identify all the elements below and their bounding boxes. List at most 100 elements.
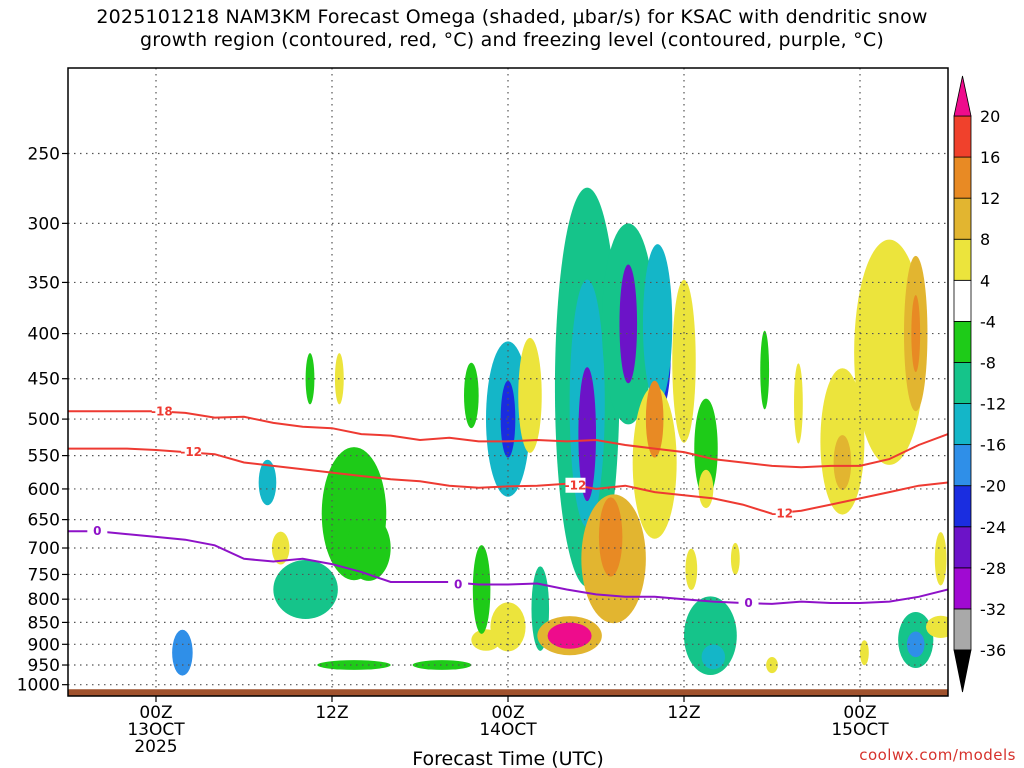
contour-label: -12 bbox=[565, 479, 587, 493]
contour-label: 0 bbox=[93, 524, 101, 538]
omega-cell bbox=[317, 660, 391, 670]
omega-cell bbox=[632, 386, 677, 539]
contour-labels: -18 -12 -12 -12 0 0 0 bbox=[87, 403, 793, 610]
omega-cell bbox=[258, 459, 277, 506]
contour-label: -12 bbox=[180, 445, 202, 459]
x-tick-label: 2025 bbox=[134, 737, 177, 757]
colorbar-label: -16 bbox=[980, 436, 1006, 455]
ground-terrain bbox=[68, 689, 948, 696]
x-tick-label: 12Z bbox=[667, 703, 700, 723]
colorbar-swatch bbox=[953, 526, 972, 569]
omega-cell bbox=[305, 353, 315, 405]
x-tick-label: 14OCT bbox=[479, 720, 537, 740]
omega-cell bbox=[730, 542, 740, 575]
omega-cell bbox=[500, 380, 516, 458]
x-tick-label: 00Z bbox=[843, 703, 876, 723]
y-tick-label: 500 bbox=[28, 410, 60, 430]
y-tick-label: 300 bbox=[28, 214, 60, 234]
contour-line bbox=[68, 447, 948, 515]
chart-title-line1: 2025101218 NAM3KM Forecast Omega (shaded… bbox=[96, 6, 928, 28]
contour-label-bg bbox=[738, 594, 759, 610]
omega-cell bbox=[926, 615, 948, 639]
x-tick-label: 00Z bbox=[139, 703, 172, 723]
colorbar-label: -28 bbox=[980, 559, 1006, 578]
contour-label-bg bbox=[448, 576, 469, 592]
colorbar-label: -36 bbox=[980, 641, 1006, 660]
y-tick-label: 550 bbox=[28, 447, 60, 467]
colorbar-max-triangle bbox=[953, 75, 972, 117]
colorbar-min-triangle bbox=[953, 649, 972, 693]
y-tick-label: 950 bbox=[28, 656, 60, 676]
chart-title-line2: growth region (contoured, red, °C) and f… bbox=[140, 29, 884, 51]
y-tick-label: 1000 bbox=[17, 676, 60, 696]
omega-cell bbox=[578, 367, 596, 502]
y-tick-label: 650 bbox=[28, 511, 60, 531]
omega-cell bbox=[701, 644, 726, 670]
omega-cell bbox=[619, 264, 638, 384]
contour-label: 0 bbox=[454, 578, 462, 592]
colorbar-label: -20 bbox=[980, 477, 1006, 496]
omega-cell bbox=[547, 622, 592, 649]
x-tick-label: 00Z bbox=[491, 703, 524, 723]
omega-cell bbox=[794, 363, 803, 444]
omega-cell bbox=[694, 398, 718, 499]
y-tick-label: 850 bbox=[28, 613, 60, 633]
contour-label: -18 bbox=[151, 404, 173, 418]
omega-cell bbox=[598, 497, 623, 577]
colorbar-label: -4 bbox=[980, 312, 996, 331]
omega-cell bbox=[906, 631, 925, 658]
x-axis-label: Forecast Time (UTC) bbox=[412, 748, 603, 768]
x-tick-label: 13OCT bbox=[127, 720, 185, 740]
colorbar-swatch bbox=[953, 567, 972, 610]
colorbar-label: -12 bbox=[980, 395, 1006, 414]
omega-cell bbox=[273, 559, 338, 620]
omega-cell bbox=[518, 337, 542, 453]
colorbar-label: -24 bbox=[980, 518, 1006, 537]
contour-label: 0 bbox=[744, 596, 752, 610]
omega-cell bbox=[833, 435, 852, 490]
temperature-contours bbox=[68, 410, 948, 605]
omega-cell bbox=[464, 362, 479, 429]
contour-line bbox=[68, 530, 948, 605]
omega-cell bbox=[412, 660, 472, 670]
colorbar-swatch bbox=[953, 279, 972, 322]
omega-cell bbox=[172, 629, 193, 676]
omega-cell bbox=[271, 531, 290, 565]
colorbar-label: 8 bbox=[980, 230, 990, 249]
omega-cell bbox=[766, 656, 778, 674]
y-tick-label: 450 bbox=[28, 370, 60, 390]
colorbar-swatch bbox=[953, 608, 972, 651]
omega-cell bbox=[672, 279, 696, 443]
colorbar-label: 4 bbox=[980, 271, 990, 290]
contour-label-bg bbox=[87, 523, 108, 539]
credit-text: coolwx.com/models bbox=[859, 746, 1016, 764]
y-tick-label: 250 bbox=[28, 144, 60, 164]
colorbar-swatch bbox=[953, 320, 972, 363]
omega-cell bbox=[685, 548, 698, 591]
omega-cell bbox=[934, 532, 947, 586]
omega-cell bbox=[760, 330, 770, 410]
colorbar-swatch bbox=[953, 362, 972, 404]
omega-cell bbox=[642, 244, 673, 404]
chart-title: 2025101218 NAM3KM Forecast Omega (shaded… bbox=[0, 6, 1024, 52]
colorbar-swatch bbox=[953, 156, 972, 199]
contour-label: -12 bbox=[771, 507, 793, 521]
colorbar-swatch bbox=[953, 403, 972, 446]
omega-cell bbox=[860, 640, 869, 666]
omega-cell bbox=[645, 380, 664, 458]
colorbar-label: 12 bbox=[980, 189, 1000, 208]
x-tick-label: 12Z bbox=[315, 703, 348, 723]
grid-lines bbox=[68, 68, 948, 696]
y-tick-label: 350 bbox=[28, 273, 60, 293]
y-tick-label: 800 bbox=[28, 590, 60, 610]
y-tick-label: 400 bbox=[28, 325, 60, 345]
colorbar-swatch bbox=[953, 115, 972, 158]
colorbar-legend: -36 -32 -28 -24 -20 -16 -12 -8 -4 4 8 12 16 20 bbox=[953, 75, 1006, 693]
colorbar-swatch bbox=[953, 444, 972, 487]
contour-label-bg bbox=[181, 444, 202, 460]
colorbar-swatch bbox=[953, 197, 972, 240]
colorbar-label: 16 bbox=[980, 148, 1000, 167]
y-tick-label: 600 bbox=[28, 480, 60, 500]
